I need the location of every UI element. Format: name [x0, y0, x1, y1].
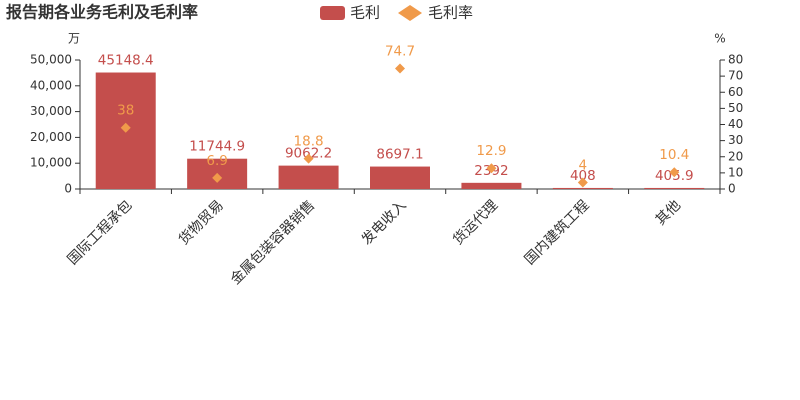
y2-unit: % — [714, 32, 725, 46]
chart-title: 报告期各业务毛利及毛利率 — [6, 3, 198, 22]
bar — [461, 182, 522, 189]
y-tick-label: 30,000 — [30, 104, 72, 118]
bar — [370, 166, 430, 189]
rate-value-label: 12.9 — [476, 143, 506, 159]
x-tick-label: 货物贸易 — [175, 197, 227, 249]
x-tick-label: 其他 — [653, 197, 684, 228]
bar-value-label: 11744.9 — [189, 139, 245, 155]
x-tick-label: 发电收入 — [359, 197, 410, 248]
y2-tick-label: 10 — [728, 165, 743, 179]
rate-value-label: 10.4 — [659, 147, 689, 163]
y-tick-label: 0 — [64, 182, 72, 196]
y2-tick-label: 40 — [728, 117, 743, 131]
y2-tick-label: 50 — [728, 101, 743, 115]
rate-marker — [303, 153, 314, 164]
rate-value-label: 6.9 — [206, 153, 227, 169]
rate-marker — [212, 172, 223, 183]
legend-swatch — [320, 6, 345, 20]
rate-value-label: 4 — [579, 158, 588, 174]
x-tick-label: 货运代理 — [449, 197, 501, 249]
legend-label: 毛利率 — [428, 4, 473, 22]
rate-value-label: 74.7 — [385, 44, 415, 60]
bar — [278, 165, 339, 189]
bar-value-label: 45148.4 — [98, 53, 154, 69]
y2-tick-label: 80 — [728, 53, 743, 67]
bar-value-label: 9062.2 — [285, 146, 332, 162]
rate-marker — [486, 163, 497, 174]
x-tick-label: 金属包装容器销售 — [227, 197, 318, 288]
y2-tick-label: 70 — [728, 69, 743, 83]
y-tick-label: 20,000 — [30, 130, 72, 144]
x-tick-label: 国内建筑工程 — [522, 197, 593, 268]
y-tick-label: 10,000 — [30, 156, 72, 170]
rate-marker — [669, 167, 680, 178]
rate-marker — [395, 63, 405, 74]
y2-tick-label: 60 — [728, 85, 743, 99]
legend-label: 毛利 — [350, 4, 380, 22]
bar — [552, 187, 613, 189]
y-tick-label: 40,000 — [30, 78, 72, 92]
x-tick-label: 国际工程承包 — [65, 197, 136, 268]
y2-tick-label: 30 — [728, 133, 743, 147]
legend-swatch — [398, 5, 422, 21]
rate-marker — [577, 177, 588, 188]
y2-tick-label: 0 — [728, 182, 736, 196]
bar — [644, 187, 705, 189]
rate-value-label: 18.8 — [294, 134, 324, 150]
rate-value-label: 38 — [117, 103, 134, 119]
y-unit: 万 — [68, 32, 80, 46]
y-tick-label: 50,000 — [30, 53, 72, 67]
y2-tick-label: 20 — [728, 149, 743, 163]
bar-value-label: 8697.1 — [376, 147, 423, 163]
rate-marker — [120, 122, 131, 133]
bar-value-label: 408 — [570, 168, 596, 184]
